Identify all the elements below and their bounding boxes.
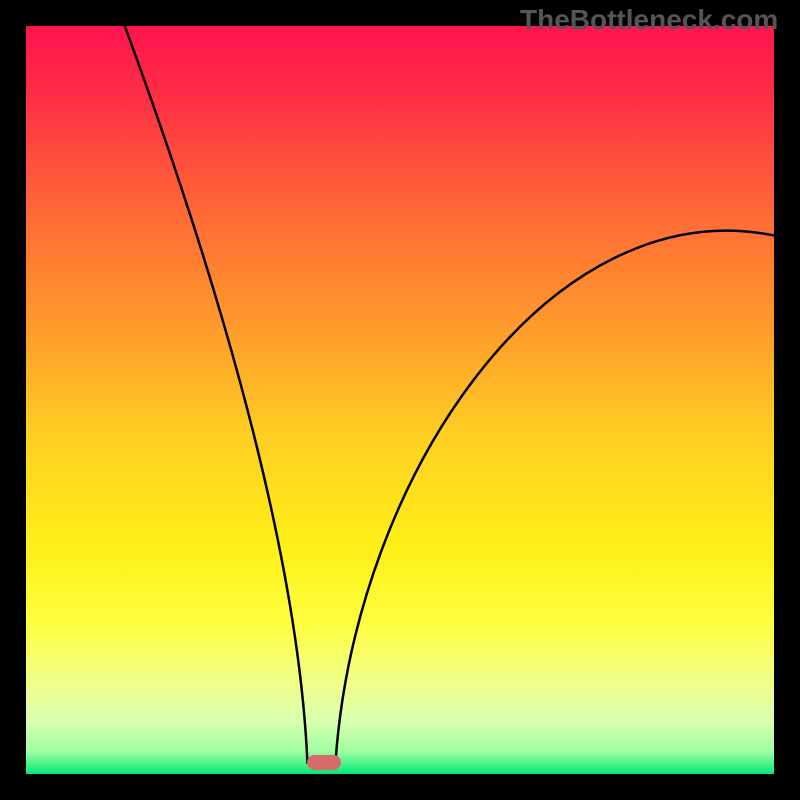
plot-area (26, 26, 774, 774)
minimum-marker (307, 755, 341, 770)
chart-container: TheBottleneck.com (0, 0, 800, 800)
bottleneck-curve (26, 26, 774, 774)
watermark-text: TheBottleneck.com (520, 4, 778, 36)
